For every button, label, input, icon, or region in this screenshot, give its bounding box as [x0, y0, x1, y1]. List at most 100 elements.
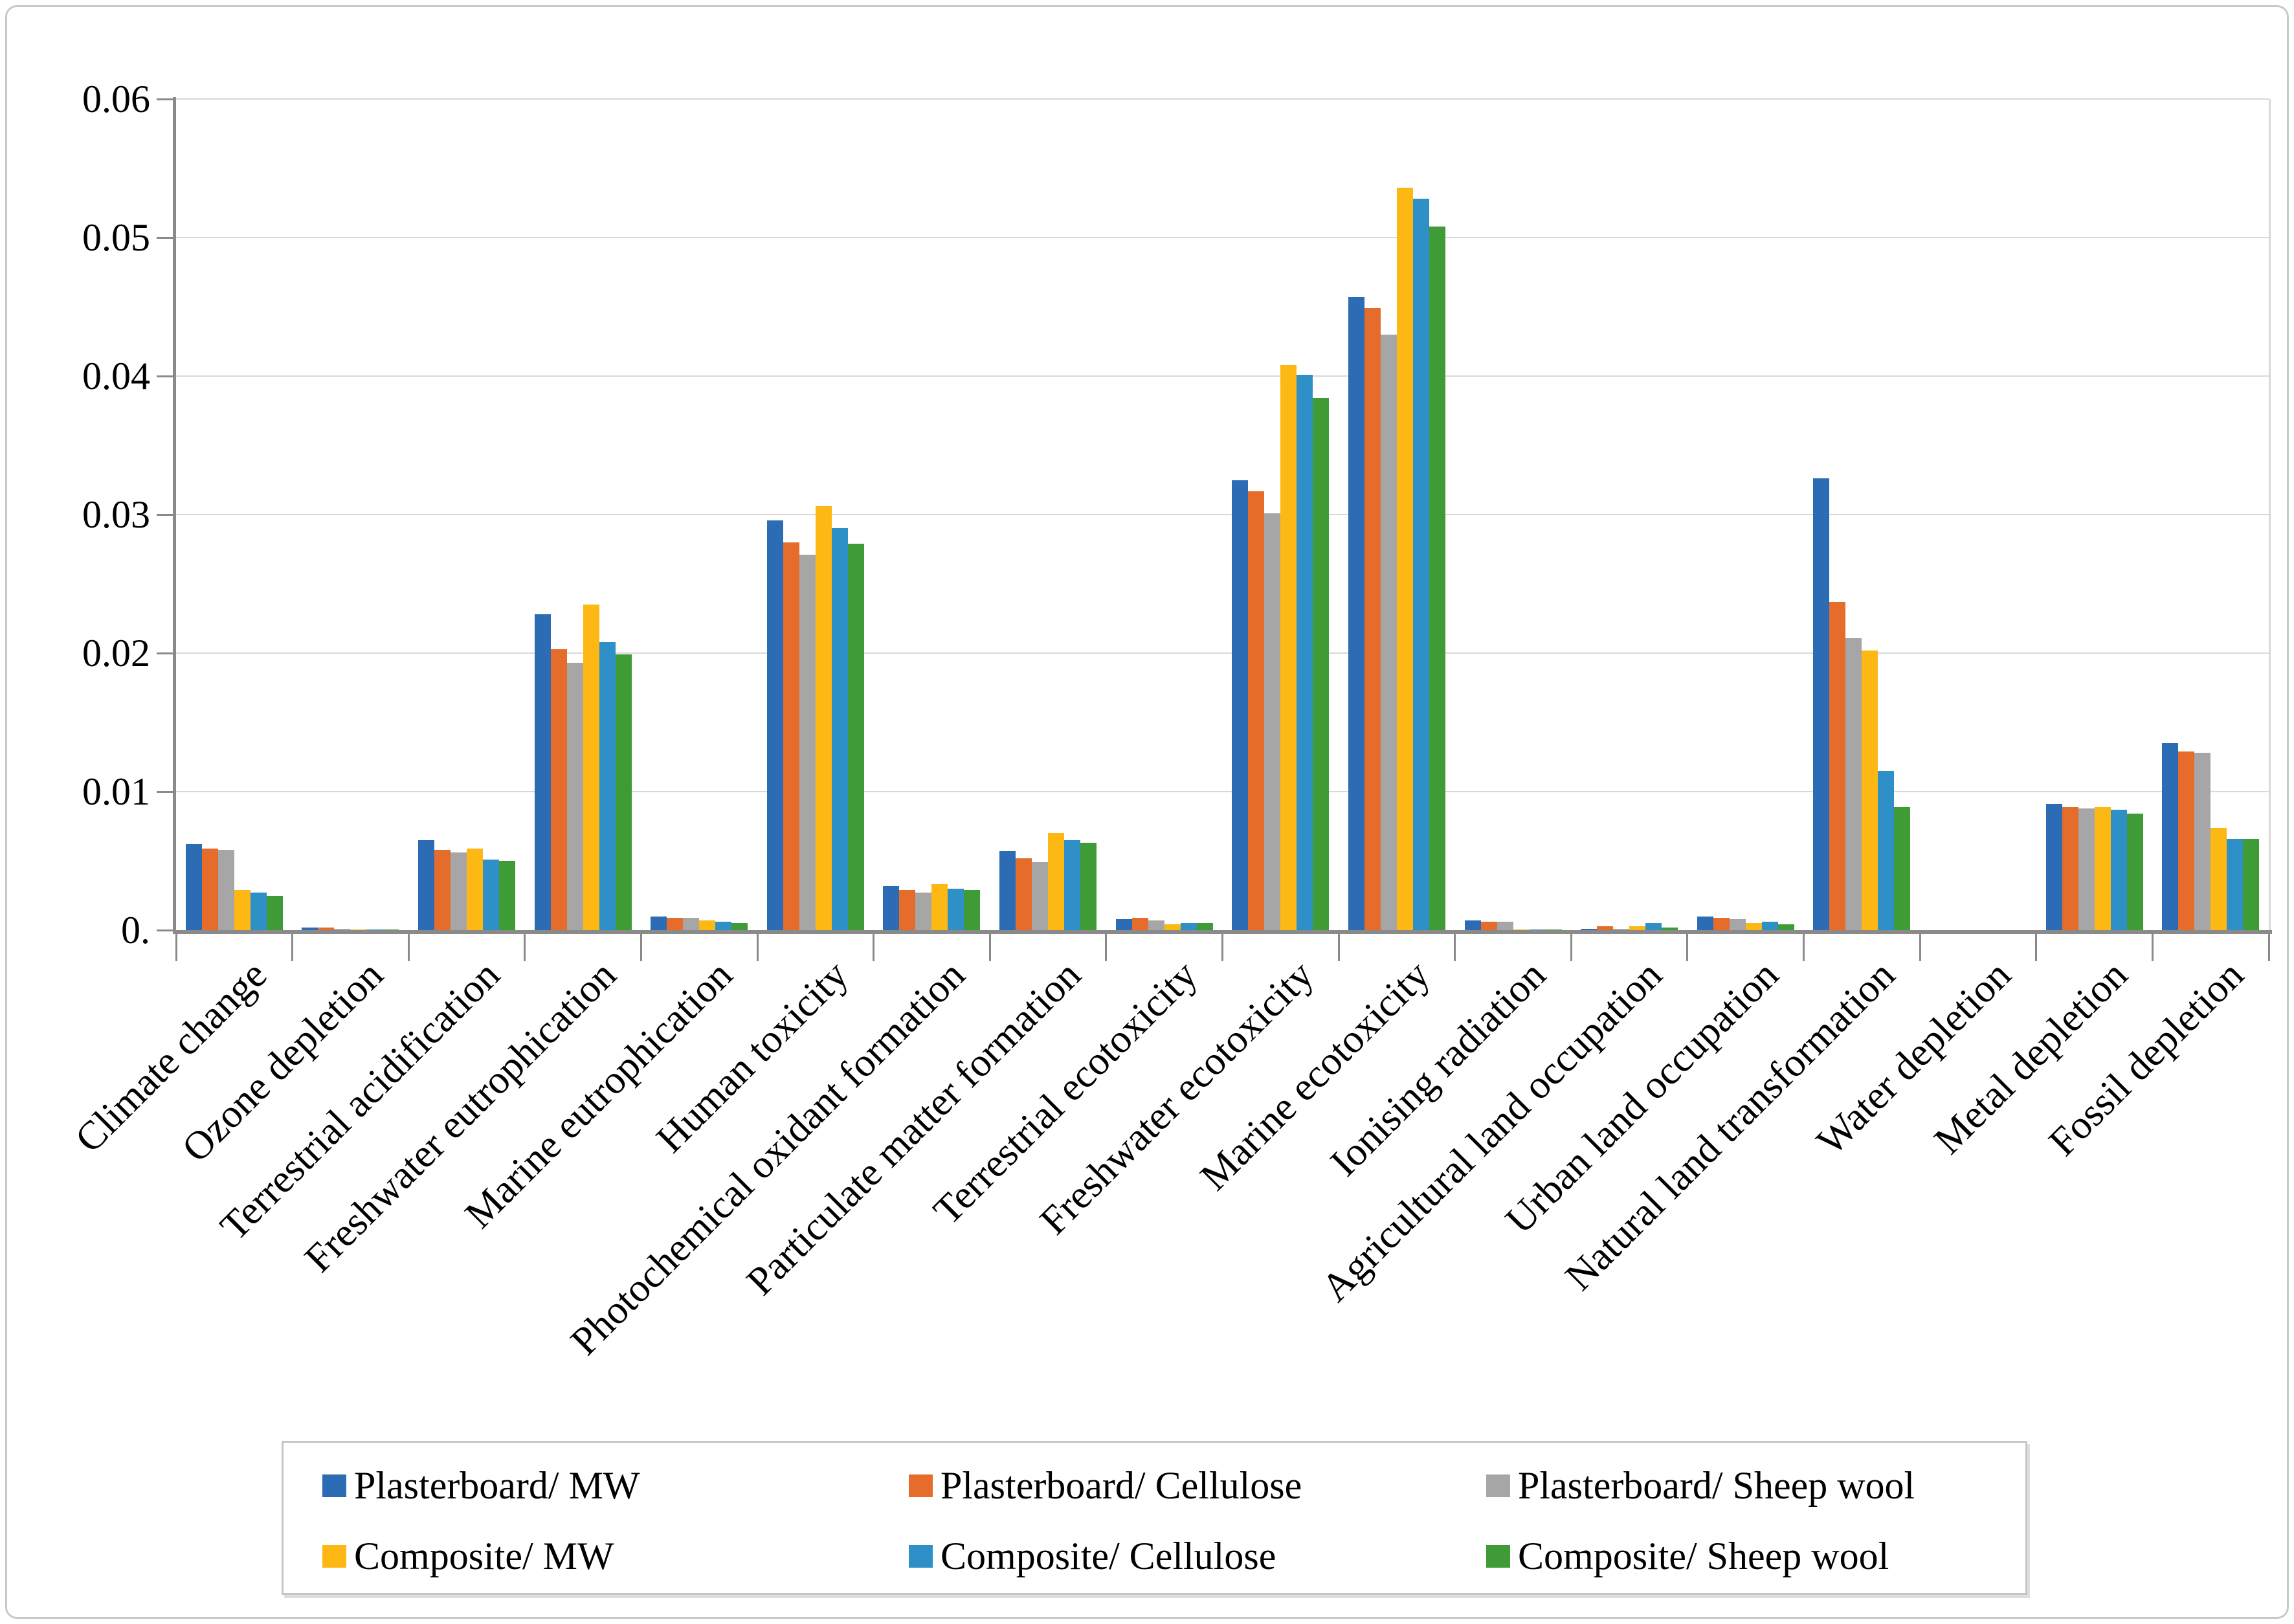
bar: [599, 641, 616, 930]
bar-group: [1223, 99, 1339, 930]
bar: [1545, 929, 1562, 930]
bar: [1080, 843, 1097, 930]
bar: [1248, 491, 1265, 930]
y-axis-tick: [157, 98, 176, 100]
bar: [783, 542, 799, 930]
bar: [1697, 916, 1713, 930]
bar: [1396, 188, 1413, 930]
bar: [334, 928, 351, 930]
gridline: [176, 375, 2269, 377]
bar: [1380, 334, 1397, 930]
bar-group: [1455, 99, 1572, 930]
bar-group: [1687, 99, 1804, 930]
bar-group: [990, 99, 1106, 930]
bar-group: [2152, 99, 2269, 930]
bar: [831, 528, 848, 930]
bar-group: [1920, 99, 2036, 930]
bar-group: [525, 99, 641, 930]
legend-label: Plasterboard/ Cellulose: [941, 1463, 1302, 1507]
bar: [1645, 923, 1662, 930]
bar-group: [176, 99, 293, 930]
bar: [1513, 929, 1530, 930]
bar: [1148, 920, 1164, 930]
bar: [2210, 827, 2227, 930]
y-axis-tick: [157, 929, 176, 931]
bar: [1829, 601, 1846, 930]
bar: [1777, 924, 1794, 930]
x-axis-label: Ionising radiation: [1322, 952, 1555, 1185]
x-axis-tick: [175, 934, 177, 961]
plot-right-border: [2269, 99, 2271, 930]
bar: [683, 917, 700, 930]
y-tick-label: 0.05: [82, 216, 150, 259]
x-axis: [173, 930, 2272, 934]
bar: [1115, 918, 1132, 930]
bar: [699, 920, 716, 930]
bar: [2062, 806, 2078, 930]
bar: [799, 555, 816, 930]
bar: [2178, 751, 2195, 930]
bar: [366, 929, 383, 930]
gridline: [176, 652, 2269, 654]
x-axis-tick: [291, 934, 294, 961]
x-axis-tick: [1919, 934, 1921, 961]
x-axis-tick: [524, 934, 526, 961]
x-axis-tick: [407, 934, 410, 961]
bar: [1729, 918, 1746, 930]
bar: [1529, 929, 1546, 930]
bar: [1613, 928, 1630, 930]
bar: [766, 520, 783, 930]
bar-group: [2036, 99, 2153, 930]
bar: [2094, 806, 2111, 930]
bar: [847, 543, 864, 930]
bar: [583, 605, 599, 930]
x-axis-tick: [1570, 934, 1572, 961]
bar: [1581, 928, 1598, 930]
bar: [1164, 924, 1181, 930]
bar-group: [641, 99, 757, 930]
legend-label: Plasterboard/ MW: [354, 1463, 640, 1507]
bar: [302, 927, 318, 930]
bar: [185, 844, 202, 930]
bar: [948, 888, 964, 930]
bar: [964, 889, 981, 930]
y-axis-tick: [157, 237, 176, 239]
bar: [217, 849, 234, 930]
bar: [266, 895, 283, 930]
bar: [1232, 480, 1249, 930]
y-tick-label: 0.04: [82, 355, 150, 397]
bar: [2126, 814, 2143, 930]
y-axis-tick: [157, 652, 176, 654]
bar-group: [1804, 99, 1921, 930]
bar: [2194, 753, 2211, 930]
bar: [2227, 838, 2244, 930]
bar: [2110, 809, 2127, 930]
bar: [1297, 374, 1313, 930]
bar: [651, 916, 667, 930]
legend-swatch: [1486, 1474, 1510, 1497]
legend-swatch: [322, 1544, 346, 1568]
bar-group: [757, 99, 874, 930]
y-axis-tick: [157, 514, 176, 516]
y-tick-label: 0.02: [82, 632, 150, 674]
legend-item: Plasterboard/ Cellulose: [909, 1452, 1486, 1519]
x-axis-tick: [1686, 934, 1689, 961]
x-axis-tick: [1454, 934, 1456, 961]
bar: [1280, 364, 1297, 930]
gridline: [176, 237, 2269, 238]
bar: [1845, 638, 1862, 930]
legend-label: Composite/ MW: [354, 1534, 614, 1577]
bar-group: [1571, 99, 1687, 930]
bar: [1813, 478, 1830, 930]
x-axis-tick: [756, 934, 759, 961]
bar: [499, 861, 516, 930]
y-tick-label: 0.: [121, 909, 150, 951]
bar: [566, 663, 583, 930]
bar: [550, 649, 567, 930]
legend-label: Composite/ Sheep wool: [1518, 1534, 1889, 1577]
bar: [1048, 833, 1065, 930]
x-axis-tick: [2035, 934, 2038, 961]
legend-item: Plasterboard/ MW: [322, 1452, 909, 1519]
y-axis-tick: [157, 791, 176, 793]
bar: [667, 917, 684, 930]
